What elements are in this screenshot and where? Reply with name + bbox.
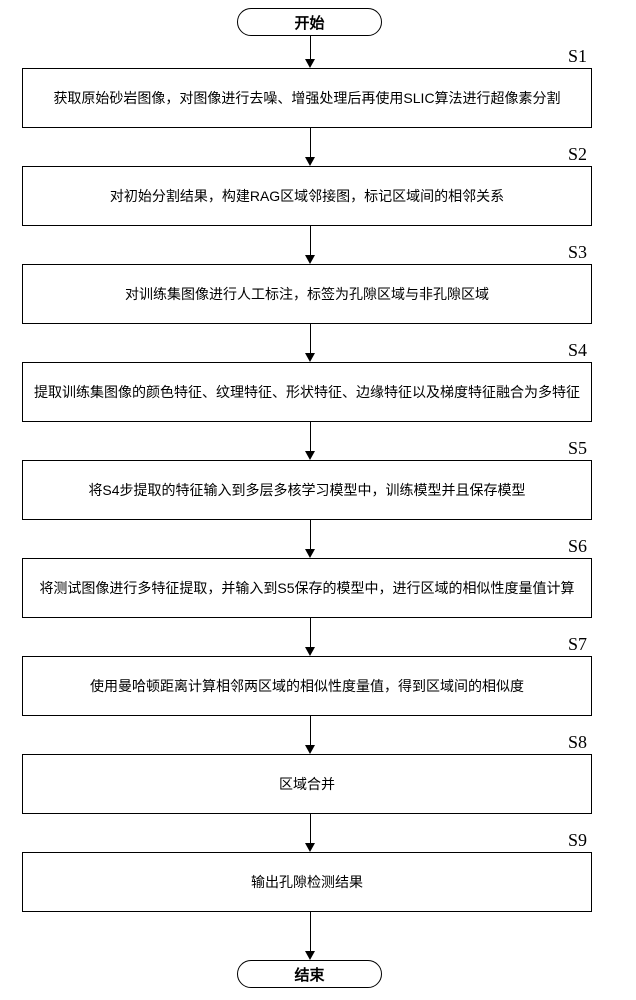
step-s2: 对初始分割结果，构建RAG区域邻接图，标记区域间的相邻关系 <box>22 166 592 226</box>
arrow-s6-s7 <box>310 618 311 648</box>
step-s7: 使用曼哈顿距离计算相邻两区域的相似性度量值，得到区域间的相似度 <box>22 656 592 716</box>
step-s8: 区域合并 <box>22 754 592 814</box>
arrow-s2-s3 <box>310 226 311 256</box>
step-label-s8: S8 <box>568 732 587 753</box>
arrow-head-s2-s3 <box>305 255 315 264</box>
arrow-start-s1 <box>310 36 311 60</box>
step-s3: 对训练集图像进行人工标注，标签为孔隙区域与非孔隙区域 <box>22 264 592 324</box>
step-s6-text: 将测试图像进行多特征提取，并输入到S5保存的模型中，进行区域的相似性度量值计算 <box>39 579 574 598</box>
terminator-end-label: 结束 <box>294 964 324 985</box>
step-s7-text: 使用曼哈顿距离计算相邻两区域的相似性度量值，得到区域间的相似度 <box>90 677 524 696</box>
arrow-head-s4-s5 <box>305 451 315 460</box>
step-label-s2: S2 <box>568 144 587 165</box>
arrow-s8-s9 <box>310 814 311 844</box>
step-s9: 输出孔隙检测结果 <box>22 852 592 912</box>
step-s4: 提取训练集图像的颜色特征、纹理特征、形状特征、边缘特征以及梯度特征融合为多特征 <box>22 362 592 422</box>
arrow-s5-s6 <box>310 520 311 550</box>
terminator-start: 开始 <box>237 8 382 36</box>
step-s1: 获取原始砂岩图像，对图像进行去噪、增强处理后再使用SLIC算法进行超像素分割 <box>22 68 592 128</box>
step-label-s7: S7 <box>568 634 587 655</box>
step-label-s6: S6 <box>568 536 587 557</box>
arrow-head-s6-s7 <box>305 647 315 656</box>
step-s5-text: 将S4步提取的特征输入到多层多核学习模型中，训练模型并且保存模型 <box>88 481 525 500</box>
arrow-head-s9-end <box>305 951 315 960</box>
step-s8-text: 区域合并 <box>279 775 335 794</box>
arrow-s9-end <box>310 912 311 952</box>
arrow-head-s5-s6 <box>305 549 315 558</box>
terminator-start-label: 开始 <box>294 12 324 33</box>
terminator-end: 结束 <box>237 960 382 988</box>
step-s4-text: 提取训练集图像的颜色特征、纹理特征、形状特征、边缘特征以及梯度特征融合为多特征 <box>34 383 580 402</box>
step-s1-text: 获取原始砂岩图像，对图像进行去噪、增强处理后再使用SLIC算法进行超像素分割 <box>53 89 560 108</box>
step-s2-text: 对初始分割结果，构建RAG区域邻接图，标记区域间的相邻关系 <box>110 187 504 206</box>
step-label-s5: S5 <box>568 438 587 459</box>
flowchart-canvas: 开始 S1 获取原始砂岩图像，对图像进行去噪、增强处理后再使用SLIC算法进行超… <box>0 0 636 1000</box>
step-label-s4: S4 <box>568 340 587 361</box>
step-s5: 将S4步提取的特征输入到多层多核学习模型中，训练模型并且保存模型 <box>22 460 592 520</box>
arrow-s4-s5 <box>310 422 311 452</box>
arrow-head-start-s1 <box>305 59 315 68</box>
arrow-head-s8-s9 <box>305 843 315 852</box>
step-label-s3: S3 <box>568 242 587 263</box>
arrow-head-s3-s4 <box>305 353 315 362</box>
step-label-s9: S9 <box>568 830 587 851</box>
arrow-s7-s8 <box>310 716 311 746</box>
arrow-head-s1-s2 <box>305 157 315 166</box>
arrow-head-s7-s8 <box>305 745 315 754</box>
arrow-s1-s2 <box>310 128 311 158</box>
step-s3-text: 对训练集图像进行人工标注，标签为孔隙区域与非孔隙区域 <box>125 285 489 304</box>
arrow-s3-s4 <box>310 324 311 354</box>
step-s9-text: 输出孔隙检测结果 <box>251 873 363 892</box>
step-s6: 将测试图像进行多特征提取，并输入到S5保存的模型中，进行区域的相似性度量值计算 <box>22 558 592 618</box>
step-label-s1: S1 <box>568 46 587 67</box>
